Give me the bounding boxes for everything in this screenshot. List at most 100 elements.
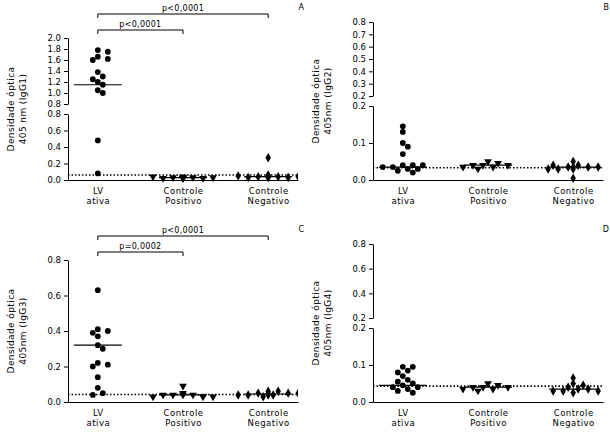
y-tick: 0.6 <box>47 126 68 136</box>
data-point <box>400 373 406 379</box>
data-point <box>295 172 298 181</box>
y-axis: 0.00.10.2 <box>352 101 373 185</box>
y-tick-mark <box>64 260 68 261</box>
y-tick-label: 0.2 <box>352 313 366 323</box>
data-point <box>275 387 280 396</box>
y-tick-label: 1.6 <box>47 55 61 65</box>
y-tick-mark <box>64 131 68 132</box>
data-point <box>570 164 575 173</box>
y-tick-mark <box>369 22 373 23</box>
data-point <box>90 364 96 370</box>
data-point <box>209 394 217 401</box>
y-tick: 1.8 <box>47 44 68 54</box>
y-tick-label: 0.4 <box>47 142 61 152</box>
y-tick-label: 0.2 <box>352 101 366 111</box>
y-tick-mark <box>369 96 373 97</box>
data-point <box>410 390 416 396</box>
y-axis-line <box>373 23 374 97</box>
y-axis-title: 405nm (IgG3) <box>18 297 28 364</box>
data-point <box>285 388 290 397</box>
data-point <box>149 174 157 181</box>
data-point <box>489 165 497 172</box>
y-axis-line <box>373 329 374 403</box>
y-tick-mark <box>369 318 373 319</box>
x-axis: LVativaControlePositivoControleNegativo <box>69 180 299 206</box>
panel: 0.00.10.20.20.40.60.8Densidade óptica405… <box>311 225 609 428</box>
data-point <box>100 346 106 352</box>
data-point <box>95 47 101 53</box>
data-point <box>265 171 270 180</box>
x-tick-label: ControleNegativo <box>248 186 290 206</box>
data-point <box>260 392 265 401</box>
y-tick-label: 0.6 <box>352 264 366 274</box>
significance-label: p<0,0001 <box>162 226 204 235</box>
y-tick: 0.8 <box>47 109 68 119</box>
y-tick: 2.0 <box>47 33 68 43</box>
median-line <box>379 385 427 386</box>
y-axis: 0.00.20.40.60.8 <box>47 109 68 185</box>
y-axis: 0.81.01.21.41.61.82.0 <box>47 33 68 109</box>
data-point <box>550 160 555 169</box>
y-axis-line <box>68 39 69 105</box>
data-point <box>159 393 167 400</box>
y-tick: 0.8 <box>352 239 373 249</box>
y-tick: 0.2 <box>352 313 373 323</box>
data-point <box>209 175 217 182</box>
data-point <box>550 386 555 395</box>
y-tick-label: 0.4 <box>352 67 366 77</box>
x-axis: LVativaControlePositivoControleNegativo <box>374 402 604 428</box>
y-tick-label: 0.8 <box>47 255 61 265</box>
x-tick: ControleNegativo <box>248 402 290 428</box>
y-tick-mark <box>369 34 373 35</box>
panel: 0.00.10.20.20.30.40.50.60.70.8Densidade … <box>311 3 609 206</box>
x-axis-line <box>374 402 604 403</box>
y-axis-line <box>373 245 374 319</box>
y-axis: 0.00.20.40.60.8 <box>47 255 68 407</box>
data-point <box>459 387 467 394</box>
figure: 0.00.20.40.60.80.81.01.21.41.61.82.0Dens… <box>0 0 610 439</box>
y-tick-label: 0.8 <box>47 109 61 119</box>
x-tick-label: LVativa <box>86 408 110 428</box>
x-tick: ControleNegativo <box>553 402 595 428</box>
x-tick-label: ControlePositivo <box>164 408 204 428</box>
y-tick: 0.4 <box>47 142 68 152</box>
y-tick-mark <box>64 114 68 115</box>
y-tick-label: 0.8 <box>352 239 366 249</box>
data-point <box>459 165 467 172</box>
data-point <box>400 364 406 370</box>
median-line <box>74 84 122 85</box>
y-tick-label: 0.6 <box>47 126 61 136</box>
data-point <box>95 360 101 366</box>
data-point <box>95 54 101 60</box>
y-tick-label: 2.0 <box>47 33 61 43</box>
y-tick: 1.4 <box>47 66 68 76</box>
data-point <box>245 390 250 399</box>
data-point <box>265 170 270 179</box>
y-tick: 0.5 <box>352 54 373 64</box>
x-tick-label: ControleNegativo <box>248 408 290 428</box>
data-point <box>235 171 240 180</box>
y-tick-mark <box>369 365 373 366</box>
y-tick-label: 0.0 <box>352 397 366 407</box>
data-point <box>169 393 177 400</box>
y-tick-mark <box>369 293 373 294</box>
data-point <box>489 387 497 394</box>
data-point <box>95 287 101 293</box>
y-tick-label: 0.4 <box>352 289 366 299</box>
y-tick: 0.8 <box>47 255 68 265</box>
y-tick: 0.0 <box>352 175 373 185</box>
data-point <box>575 160 580 169</box>
significance-label: p<0,0001 <box>119 20 161 29</box>
plot-area <box>68 287 298 401</box>
data-point <box>149 394 157 401</box>
y-tick-mark <box>64 82 68 83</box>
data-point <box>410 170 416 176</box>
data-point <box>560 386 565 395</box>
data-point <box>265 153 270 162</box>
y-tick: 0.4 <box>352 289 373 299</box>
significance-bracket <box>98 236 268 240</box>
y-axis-title: Densidade óptica <box>6 289 16 374</box>
y-axis: 0.00.10.2 <box>352 323 373 407</box>
x-tick: ControlePositivo <box>164 180 204 206</box>
y-tick-mark <box>369 180 373 181</box>
